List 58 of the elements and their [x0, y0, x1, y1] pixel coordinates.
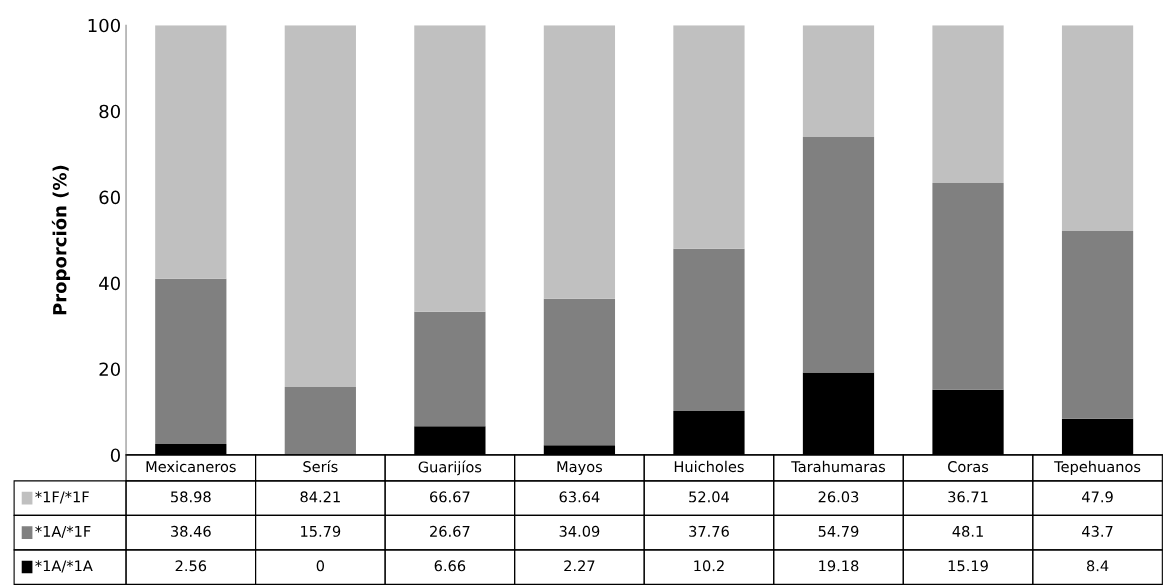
x-tick-label: Mexicaneros [146, 460, 236, 473]
data-label: 84.21 [300, 491, 340, 503]
data-label: 36.71 [948, 491, 988, 503]
bar [673, 248, 745, 412]
y-tick-label: 0 [110, 448, 120, 463]
data-label: 63.64 [559, 491, 600, 503]
x-tick-label: Tarahumaras [791, 460, 886, 473]
bar [414, 311, 486, 427]
data-label: 37.76 [689, 525, 729, 537]
legend-label: *1F/*1F [35, 491, 89, 504]
legend-label: *1A/*1A [35, 560, 93, 573]
data-label: 38.46 [171, 525, 211, 537]
data-label: 52.04 [689, 491, 730, 503]
data-label: 58.98 [171, 491, 211, 503]
y-axis-title: Proporción (%) [51, 165, 71, 315]
x-tick-label: Serís [303, 460, 338, 473]
bar [673, 25, 745, 249]
data-label: 48.1 [952, 525, 983, 537]
x-tick-label: Guarijíos [418, 460, 482, 476]
data-label: 54.79 [818, 525, 859, 537]
data-label: 6.66 [434, 560, 466, 572]
data-label: 2.27 [564, 560, 595, 572]
bar [543, 298, 616, 446]
data-label: 15.79 [301, 525, 341, 537]
bar [932, 25, 1004, 183]
bar [155, 25, 227, 279]
bar [932, 182, 1004, 390]
bar [543, 25, 616, 299]
data-label: 2.56 [175, 560, 207, 572]
bar [155, 278, 227, 444]
y-tick-label: 40 [99, 276, 120, 291]
bar [1061, 231, 1134, 419]
data-label: 8.4 [1086, 560, 1109, 572]
y-tick-label: 60 [99, 190, 120, 205]
data-label: 26.67 [430, 525, 470, 537]
bar [802, 25, 875, 138]
data-label: 47.9 [1082, 491, 1113, 503]
y-tick-label: 100 [88, 18, 120, 33]
data-label: 66.67 [430, 491, 470, 503]
data-label: 34.09 [559, 525, 600, 537]
data-label: 10.2 [694, 560, 724, 572]
y-tick-label: 20 [99, 362, 120, 377]
data-label: 26.03 [818, 491, 859, 503]
bar [1061, 25, 1134, 232]
data-label: 19.18 [819, 560, 859, 572]
legend-label: *1A/*1F [35, 525, 91, 538]
data-label: 15.19 [948, 560, 988, 572]
x-tick-label: Huicholes [674, 460, 744, 473]
bar [802, 137, 875, 373]
bar [414, 25, 486, 312]
bar [284, 387, 356, 455]
x-tick-label: Coras [948, 461, 989, 473]
data-label: 0 [316, 560, 325, 572]
x-tick-label: Tepehuanos [1054, 460, 1141, 475]
y-tick-label: 80 [99, 104, 120, 119]
bar [284, 25, 356, 388]
data-label: 43.7 [1082, 525, 1113, 537]
x-tick-label: Mayos [557, 461, 603, 475]
